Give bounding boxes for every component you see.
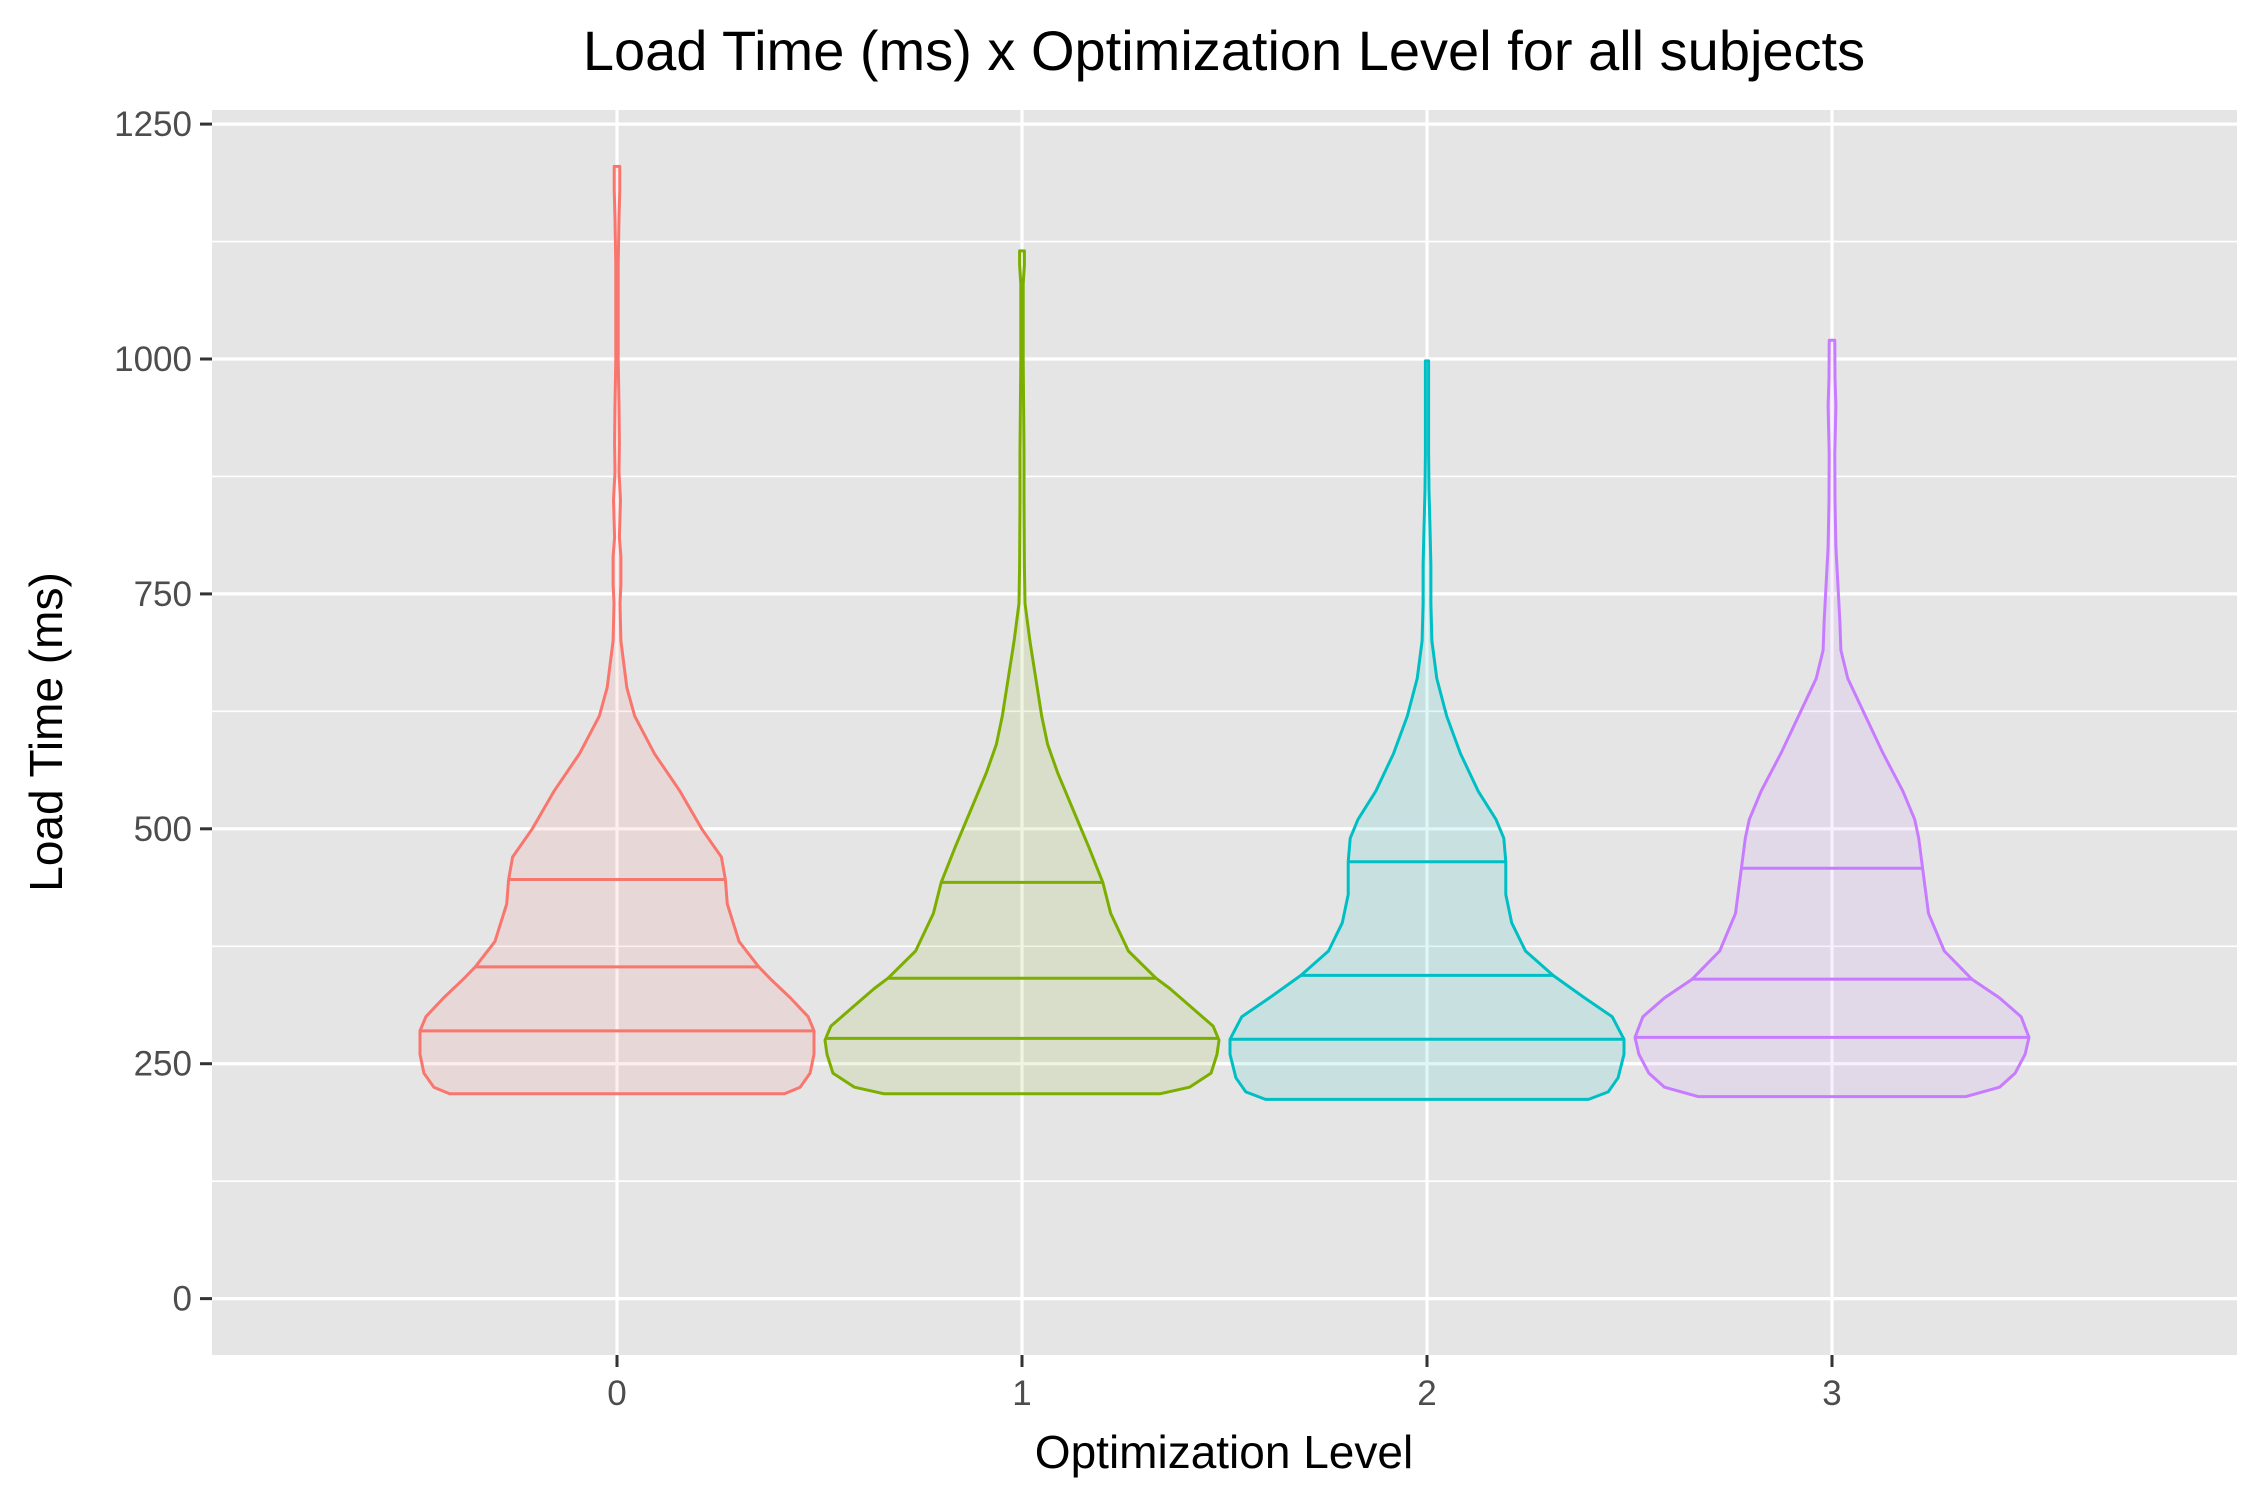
violin-group: [1228, 359, 1626, 1101]
y-tick-label: 250: [134, 1045, 192, 1084]
y-axis: 0 250 500 750 1000 1250: [114, 105, 212, 1319]
violin-shape: [1228, 359, 1626, 1101]
violin-group: [823, 249, 1221, 1096]
x-tick-label: 3: [1822, 1374, 1841, 1413]
y-tick-label: 1250: [114, 105, 192, 144]
plot-background: [212, 110, 2237, 1355]
x-tick-label: 2: [1417, 1374, 1436, 1413]
y-axis-title: Load Time (ms): [20, 572, 72, 892]
violins: [418, 164, 2031, 1101]
violin-shape: [1633, 338, 2031, 1099]
y-tick-label: 0: [173, 1280, 192, 1319]
violin-shape: [418, 164, 816, 1096]
x-tick-label: 1: [1012, 1374, 1031, 1413]
x-axis-title: Optimization Level: [1035, 1426, 1413, 1478]
x-tick-label: 0: [607, 1374, 626, 1413]
y-tick-label: 1000: [114, 340, 192, 379]
x-axis: 0 1 2 3: [607, 1355, 1842, 1413]
violin-shape: [823, 249, 1221, 1096]
violin-group: [418, 164, 816, 1096]
y-tick-label: 500: [134, 810, 192, 849]
y-tick-label: 750: [134, 575, 192, 614]
chart-title: Load Time (ms) x Optimization Level for …: [583, 19, 1865, 82]
violin-group: [1633, 338, 2031, 1099]
